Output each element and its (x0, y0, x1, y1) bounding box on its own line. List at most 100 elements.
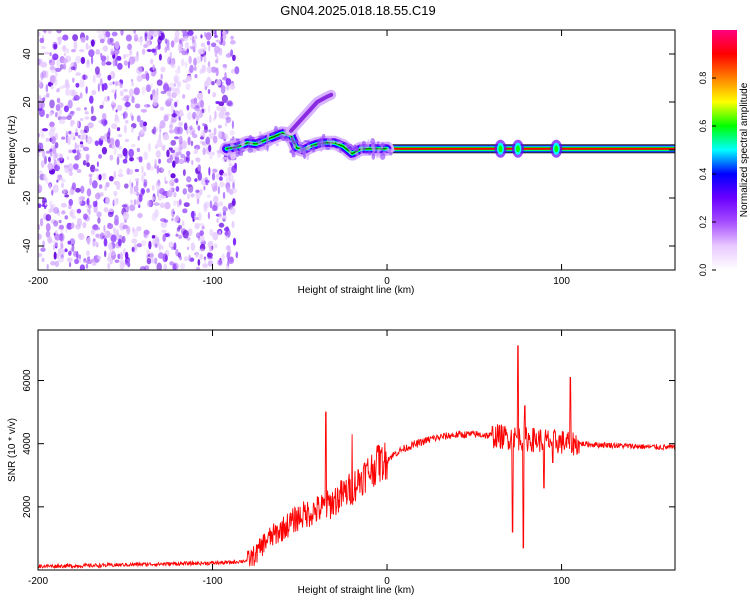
spectrogram-noise-mark (138, 156, 143, 163)
spectrogram-y-tick-label: 0 (22, 147, 33, 153)
spectrogram-noise-mark (190, 193, 195, 198)
spectrogram-noise-mark (151, 196, 155, 201)
spectrogram-noise-mark (103, 82, 108, 91)
spectrogram-noise-mark (75, 82, 80, 88)
spectrogram-noise-mark (75, 187, 81, 193)
spectrogram-noise-mark (85, 59, 91, 69)
spectrogram-noise-mark (75, 251, 79, 260)
track-scatter-mark (339, 150, 342, 154)
track-scatter-mark (318, 137, 324, 143)
spectrogram-noise-mark (114, 57, 118, 67)
spectrogram-noise-mark (186, 236, 191, 241)
spectrogram-noise-mark (222, 156, 229, 160)
spectrogram-noise-mark (86, 256, 91, 261)
spectrogram-noise-mark (139, 128, 145, 135)
track-scatter-mark (235, 151, 240, 157)
spectrogram-noise-mark (198, 223, 205, 227)
spectrogram-noise-mark (170, 87, 177, 92)
spectrogram-noise-mark (100, 118, 104, 125)
spectrogram-noise-mark (174, 101, 178, 108)
spectrogram-noise-mark (102, 45, 109, 52)
spectrogram-noise-mark (108, 175, 114, 182)
track-scatter-mark (266, 144, 269, 152)
spectrogram-noise-mark (185, 50, 189, 56)
spectrogram-noise-mark (134, 168, 140, 173)
spectrogram-noise-mark (92, 200, 97, 208)
spectrogram-noise-mark (156, 262, 162, 270)
spectrogram-noise-mark (47, 162, 54, 171)
spectrogram-noise-mark (108, 208, 114, 213)
colorbar-tick-label: 0.6 (698, 120, 708, 133)
spectrogram-noise-mark (177, 224, 183, 230)
spectrogram-noise-mark (38, 170, 43, 175)
spectrogram-noise-mark (170, 173, 176, 179)
spectrogram-noise-mark (205, 136, 211, 145)
track-scatter-mark (385, 141, 391, 144)
spectrogram-noise-mark (60, 202, 67, 208)
spectrogram-noise-mark (90, 55, 94, 65)
spectrogram-noise-mark (101, 146, 108, 155)
track-scatter-mark (371, 143, 375, 150)
spectrogram-noise-mark (124, 251, 129, 260)
spectrogram-noise-mark (52, 53, 59, 61)
spectrogram-noise-mark (231, 179, 236, 183)
spectrogram-noise-mark (227, 258, 230, 267)
spectrogram-noise-mark (91, 180, 98, 189)
spectrogram-noise-mark (185, 157, 189, 162)
carrier-band-layer-3 (387, 147, 675, 150)
spectrogram-noise-mark (49, 59, 52, 64)
spectrogram-noise-mark (187, 193, 190, 200)
spectrogram-noise-mark (86, 199, 89, 205)
spectrogram-noise-mark (54, 260, 60, 268)
spectrogram-noise-mark (222, 136, 229, 140)
spectrogram-noise-mark (113, 219, 119, 226)
track-scatter-mark (292, 144, 297, 149)
spectrogram-noise-mark (231, 220, 235, 229)
spectrogram-noise-mark (80, 56, 86, 65)
spectrogram-noise-mark (90, 258, 95, 263)
spectrogram-noise-mark (85, 35, 89, 41)
track-scatter-mark (367, 139, 370, 147)
colorbar-tick-label: 0.2 (698, 216, 708, 229)
spectrogram-noise-mark (211, 80, 215, 86)
spectrogram-noise-mark (208, 150, 213, 160)
spectrogram-noise-mark (112, 58, 116, 67)
spectrogram-y-axis: -40 -20 0 20 40 (22, 48, 675, 253)
spectrogram-noise-mark (209, 200, 213, 209)
spectrogram-noise-mark (90, 115, 97, 122)
spectrogram-noise-mark (201, 64, 206, 74)
spectrogram-noise-mark (158, 158, 162, 164)
spectrogram-noise-mark (85, 86, 88, 94)
track-scatter-mark (367, 150, 372, 155)
spectrogram-noise-mark (229, 129, 235, 136)
spectrogram-noise-mark (171, 208, 175, 218)
spectrogram-noise-mark (163, 219, 169, 223)
spectrogram-noise-mark (80, 36, 86, 43)
track-scatter-mark (354, 152, 359, 156)
track-scatter-mark (297, 142, 302, 145)
spectrogram-noise-mark (222, 205, 227, 213)
spectrogram-noise-mark (109, 251, 116, 256)
spectrogram-noise-mark (197, 258, 201, 266)
spectrogram-noise-mark (200, 34, 203, 39)
spectrogram-noise-mark (196, 102, 199, 110)
snr-y-tick-label: 4000 (22, 432, 33, 455)
track-scatter-mark (364, 150, 367, 155)
spectrogram-noise-mark (68, 189, 75, 196)
spectrogram-noise-mark (196, 198, 200, 205)
spectrogram-noise-mark (203, 46, 207, 51)
spectrogram-noise-mark (202, 122, 206, 127)
spectrogram-noise-mark (40, 72, 45, 80)
spectrogram-noise-mark (208, 166, 211, 176)
spectrogram-noise-mark (116, 153, 123, 159)
spectrogram-noise-mark (156, 165, 160, 174)
spectrogram-noise-mark (56, 30, 62, 34)
spectrogram-noise-mark (75, 107, 81, 112)
spectrogram-noise-mark (216, 79, 222, 86)
spectrogram-noise-mark (140, 188, 146, 195)
spectrogram-noise-mark (206, 40, 211, 46)
spectrogram-noise-mark (214, 110, 217, 120)
spectrogram-noise-mark (205, 77, 212, 86)
spectrogram-noise-mark (170, 40, 175, 48)
spectrogram-noise-mark (222, 63, 228, 68)
